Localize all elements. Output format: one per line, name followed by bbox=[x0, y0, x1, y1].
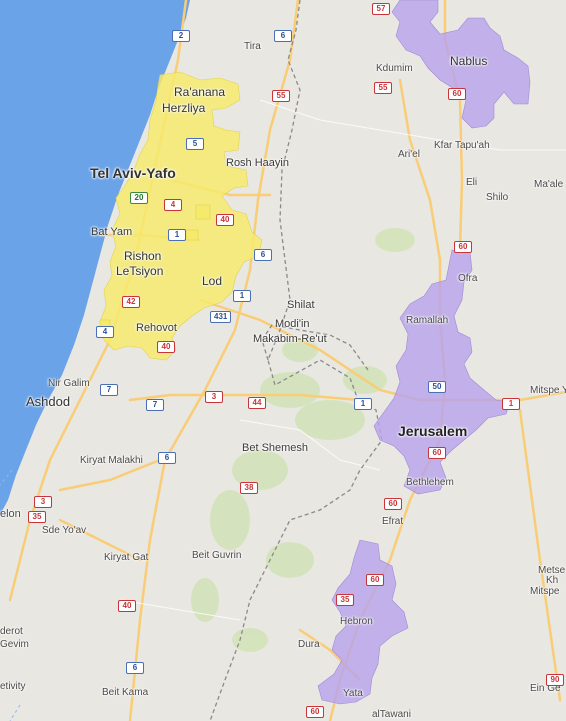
road-shield-6: 6 bbox=[274, 30, 292, 42]
road-shield-5: 5 bbox=[186, 138, 204, 150]
label-eli: Eli bbox=[466, 177, 478, 188]
label-jerusalem[interactable]: Jerusalem bbox=[398, 423, 468, 439]
road-shield-60: 60 bbox=[448, 88, 466, 100]
label-rehovot: Rehovot bbox=[136, 322, 177, 334]
road-shield-6: 6 bbox=[126, 662, 144, 674]
label-yata: Yata bbox=[343, 688, 363, 699]
label-kh: Kh bbox=[546, 575, 559, 586]
label-raanana: Ra'anana bbox=[174, 85, 225, 99]
road-shield-1: 1 bbox=[168, 229, 186, 241]
road-shield-90: 90 bbox=[546, 674, 564, 686]
road-shield-60: 60 bbox=[366, 574, 384, 586]
label-shilat: Shilat bbox=[287, 299, 315, 311]
road-shield-50: 50 bbox=[428, 381, 446, 393]
label-dura: Dura bbox=[298, 639, 320, 650]
label-ein-ge: Ein Ge bbox=[530, 683, 561, 694]
road-shield-40: 40 bbox=[157, 341, 175, 353]
label-rishon: Rishon bbox=[124, 249, 162, 263]
sea bbox=[0, 0, 190, 515]
label-ofra: Ofra bbox=[458, 273, 478, 284]
road-shield-60: 60 bbox=[384, 498, 402, 510]
label-rosh-haayin: Rosh Haayin bbox=[226, 157, 289, 169]
label-hebron: Hebron bbox=[340, 616, 373, 627]
label-beit-guvrin: Beit Guvrin bbox=[192, 550, 242, 561]
road-shield-1: 1 bbox=[233, 290, 251, 302]
road-shield-4: 4 bbox=[96, 326, 114, 338]
region-nablus bbox=[391, 0, 531, 129]
label-elon: elon bbox=[0, 508, 21, 520]
green-areas bbox=[191, 228, 415, 652]
road-shield-57: 57 bbox=[372, 3, 390, 15]
label-nablus: Nablus bbox=[450, 54, 488, 68]
road-shield-35: 35 bbox=[28, 511, 46, 523]
road-shield-4: 4 bbox=[164, 199, 182, 211]
label-nir-galim: Nir Galim bbox=[48, 378, 90, 389]
road-shield-1: 1 bbox=[354, 398, 372, 410]
label-herzliya: Herzliya bbox=[162, 101, 206, 115]
label-lod: Lod bbox=[202, 274, 223, 288]
label-ariel: Ari'el bbox=[398, 149, 420, 160]
border-line bbox=[209, 0, 383, 721]
label-ramallah: Ramallah bbox=[406, 315, 449, 326]
label-ashdod: Ashdod bbox=[26, 394, 71, 409]
label-bethlehem: Bethlehem bbox=[406, 477, 454, 488]
road-shield-6: 6 bbox=[158, 452, 176, 464]
label-efrat: Efrat bbox=[382, 516, 404, 527]
road-shield-7: 7 bbox=[146, 399, 164, 411]
road-shield-60: 60 bbox=[306, 706, 324, 718]
region-jerusalem bbox=[373, 249, 511, 495]
road-shield-55: 55 bbox=[374, 82, 392, 94]
road-shield-3: 3 bbox=[205, 391, 223, 403]
road-shield-20: 20 bbox=[130, 192, 148, 204]
road-shield-44: 44 bbox=[248, 397, 266, 409]
label-modiin: Modi'in bbox=[275, 318, 310, 330]
road-shield-1: 1 bbox=[502, 398, 520, 410]
road-shield-40: 40 bbox=[118, 600, 136, 612]
label-tel-aviv[interactable]: Tel Aviv-Yafo bbox=[90, 165, 176, 181]
label-makabim: Makabim-Re'ut bbox=[253, 333, 327, 345]
label-beit-kama: Beit Kama bbox=[102, 687, 149, 698]
label-kiryat-malakhi: Kiryat Malakhi bbox=[80, 455, 143, 466]
label-mitspe: Mitspe Y bbox=[530, 385, 566, 396]
road-shield-6: 6 bbox=[254, 249, 272, 261]
road-shield-3: 3 bbox=[34, 496, 52, 508]
label-gevim: Gevim bbox=[0, 639, 29, 650]
label-maale: Ma'ale bbox=[534, 179, 564, 190]
region-hebron bbox=[317, 539, 409, 705]
road-shield-60: 60 bbox=[428, 447, 446, 459]
label-letsiyon: LeTsiyon bbox=[116, 264, 164, 278]
road-shield-40: 40 bbox=[216, 214, 234, 226]
label-kfar-tapuah: Kfar Tapu'ah bbox=[434, 140, 490, 151]
label-sde-yoav: Sde Yo'av bbox=[42, 525, 87, 536]
road-shield-60: 60 bbox=[454, 241, 472, 253]
road-shield-35: 35 bbox=[336, 594, 354, 606]
road-shield-42: 42 bbox=[122, 296, 140, 308]
label-al-tawani: alTawani bbox=[372, 709, 411, 720]
label-derot: derot bbox=[0, 626, 23, 637]
road-shield-2: 2 bbox=[172, 30, 190, 42]
label-mitspe2: Mitspe bbox=[530, 586, 560, 597]
label-tira: Tira bbox=[244, 41, 261, 52]
label-shilo: Shilo bbox=[486, 192, 509, 203]
road-shield-55: 55 bbox=[272, 90, 290, 102]
label-kdumim: Kdumim bbox=[376, 63, 413, 74]
road-shield-7: 7 bbox=[100, 384, 118, 396]
label-kiryat-gat: Kiryat Gat bbox=[104, 552, 149, 563]
label-metse: Metse bbox=[538, 565, 566, 576]
label-bat-yam: Bat Yam bbox=[91, 226, 133, 238]
region-tel-aviv bbox=[99, 71, 263, 361]
label-etivity: etivity bbox=[0, 681, 26, 692]
road-shield-431: 431 bbox=[210, 311, 232, 323]
label-bet-shemesh: Bet Shemesh bbox=[242, 442, 309, 454]
road-shield-38: 38 bbox=[240, 482, 258, 494]
